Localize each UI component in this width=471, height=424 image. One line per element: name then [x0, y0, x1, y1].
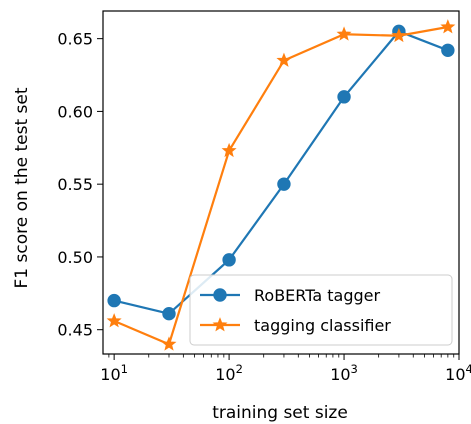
legend-label: tagging classifier — [254, 316, 391, 335]
data-point — [391, 27, 407, 43]
data-point — [277, 177, 291, 191]
data-point — [441, 43, 455, 57]
y-tick-label: 0.55 — [57, 175, 93, 194]
data-point — [161, 336, 177, 351]
legend-label: RoBERTa tagger — [254, 286, 380, 305]
series-tagging-classifier — [106, 19, 456, 351]
data-point — [221, 142, 237, 158]
legend-marker — [213, 288, 227, 302]
series-layer — [106, 19, 456, 351]
y-tick-label: 0.50 — [57, 248, 93, 267]
data-point — [222, 253, 236, 267]
data-point — [106, 313, 122, 328]
y-tick-label: 0.65 — [57, 30, 93, 49]
x-tick-label: 101 — [100, 362, 128, 384]
y-axis-ticks: 0.45 0.50 0.55 0.60 0.65 — [57, 30, 103, 340]
x-axis-label: training set size — [212, 403, 348, 423]
y-tick-label: 0.45 — [57, 321, 93, 340]
y-tick-label: 0.60 — [57, 102, 93, 121]
plot-frame — [102, 10, 460, 355]
data-point — [337, 90, 351, 104]
y-axis-label: F1 score on the test set — [12, 87, 32, 288]
x-axis-ticks: 101 102 103 104 — [100, 354, 471, 384]
legend: RoBERTa tagger tagging classifier — [189, 274, 453, 346]
plot-area — [102, 10, 460, 355]
data-point — [107, 293, 121, 308]
data-point — [162, 306, 176, 321]
x-tick-label: 103 — [330, 362, 358, 384]
x-tick-label: 104 — [445, 362, 471, 384]
legend-box — [189, 274, 453, 346]
series-line — [113, 30, 449, 315]
data-point — [336, 26, 352, 41]
data-point — [440, 19, 456, 34]
legend-marker — [212, 317, 228, 332]
x-tick-label: 102 — [215, 362, 243, 384]
data-point — [276, 52, 292, 67]
